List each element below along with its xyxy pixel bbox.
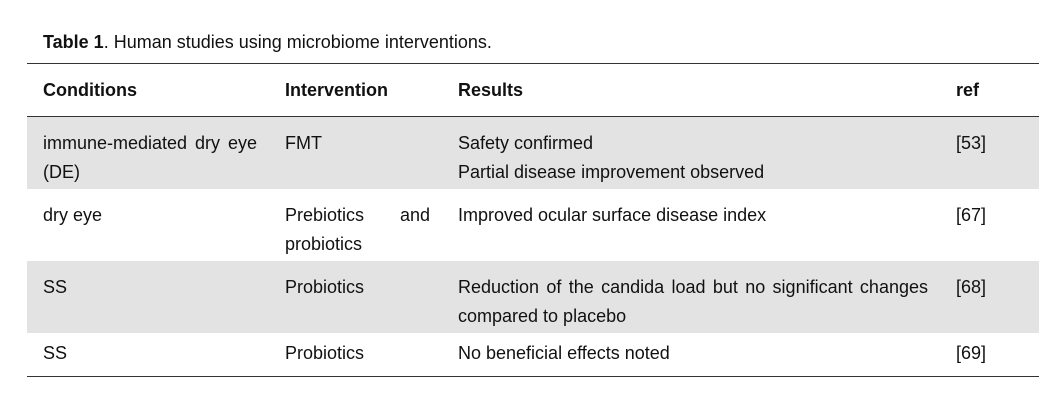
result-line: Improved ocular surface disease index	[458, 204, 767, 225]
cell-results: No beneficial effects noted	[442, 333, 940, 377]
cell-intervention: Prebiotics and probiotics	[285, 204, 430, 254]
cell-results: Safety confirmed Partial disease improve…	[442, 116, 940, 189]
table-caption: Table 1. Human studies using microbiome …	[43, 31, 492, 53]
header-row: Conditions Intervention Results ref	[27, 63, 1039, 117]
cell-ref: [53]	[940, 116, 1039, 189]
cell-condition: SS	[27, 260, 269, 333]
header-ref: ref	[956, 80, 980, 100]
header-intervention: Intervention	[285, 80, 389, 100]
cell-intervention: Probiotics	[285, 342, 365, 363]
caption-label: Table 1	[43, 32, 104, 52]
cell-results: Improved ocular surface disease index	[442, 189, 940, 261]
caption-text: . Human studies using microbiome interve…	[103, 32, 492, 52]
table-header: Conditions Intervention Results ref	[27, 63, 1039, 117]
result-line: Reduction of the candida load but no sig…	[458, 276, 928, 326]
studies-table: Conditions Intervention Results ref immu…	[27, 63, 1039, 377]
cell-results: Reduction of the candida load but no sig…	[442, 260, 940, 333]
cell-ref: [67]	[956, 204, 987, 225]
cell-intervention: Probiotics	[269, 260, 442, 333]
cell-ref: [68]	[940, 260, 1039, 333]
cell-condition: SS	[43, 342, 68, 363]
table-row: immune-mediated dry eye (DE) FMT Safety …	[27, 116, 1039, 189]
cell-ref: [69]	[956, 342, 987, 363]
table-row: SS Probiotics No beneficial effects note…	[27, 333, 1039, 377]
result-line: Safety confirmed	[458, 133, 594, 153]
cell-intervention: FMT	[269, 116, 442, 189]
header-results: Results	[458, 80, 524, 100]
result-line: Partial disease improvement observed	[458, 162, 765, 182]
result-line: No beneficial effects noted	[458, 342, 670, 363]
cell-condition: immune-mediated dry eye (DE)	[27, 116, 269, 189]
table-body: immune-mediated dry eye (DE) FMT Safety …	[27, 116, 1039, 377]
table-row: SS Probiotics Reduction of the candida l…	[27, 260, 1039, 333]
cell-condition: dry eye	[43, 204, 103, 225]
header-conditions: Conditions	[43, 80, 137, 100]
table-row: dry eye Prebiotics and probiotics Improv…	[27, 189, 1039, 261]
